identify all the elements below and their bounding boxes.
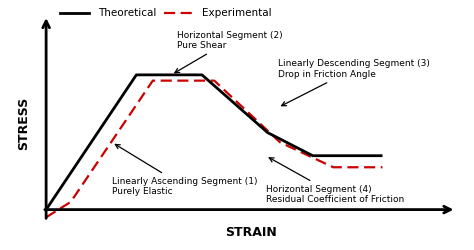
Text: Horizontal Segment (2)
Pure Shear: Horizontal Segment (2) Pure Shear bbox=[175, 30, 283, 73]
Text: STRAIN: STRAIN bbox=[225, 226, 277, 239]
Legend: Theoretical, Experimental: Theoretical, Experimental bbox=[56, 4, 275, 22]
Text: Linearly Descending Segment (3)
Drop in Friction Angle: Linearly Descending Segment (3) Drop in … bbox=[278, 59, 430, 106]
Text: Horizontal Segment (4)
Residual Coefficient of Friction: Horizontal Segment (4) Residual Coeffici… bbox=[265, 158, 404, 204]
Text: Linearly Ascending Segment (1)
Purely Elastic: Linearly Ascending Segment (1) Purely El… bbox=[112, 144, 257, 196]
Text: STRESS: STRESS bbox=[17, 96, 30, 150]
